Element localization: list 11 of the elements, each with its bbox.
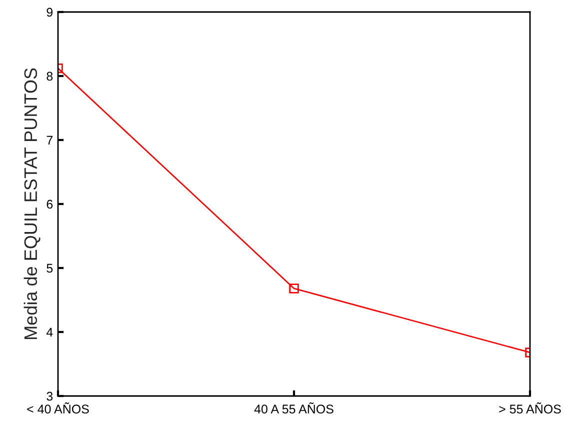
y-tick-label: 8 <box>46 72 53 81</box>
y-tick-label: 5 <box>46 264 53 273</box>
y-tick-label: 4 <box>46 328 53 337</box>
x-tick-label: 40 A 55 AÑOS <box>254 402 334 414</box>
x-tick-label: < 40 AÑOS <box>27 402 89 414</box>
y-tick-label: 6 <box>46 200 53 209</box>
y-tick-label: 7 <box>46 136 53 145</box>
x-tick-label: > 55 AÑOS <box>499 402 561 414</box>
y-tick-label: 9 <box>46 8 53 17</box>
y-axis-title: Media de EQUIL ESTAT PUNTOS <box>24 68 40 339</box>
y-tick-label: 3 <box>46 392 53 401</box>
